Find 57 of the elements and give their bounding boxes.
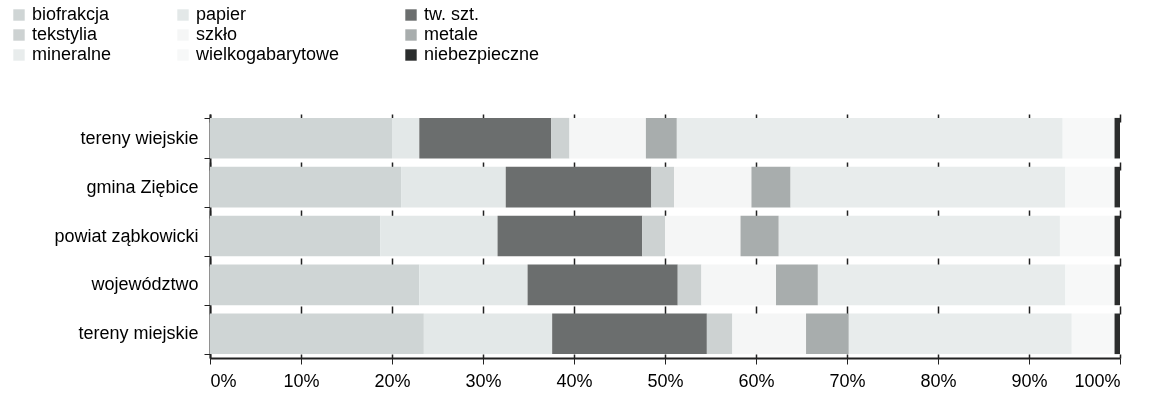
bar (645, 117, 677, 159)
bar (1071, 313, 1115, 355)
bar (401, 166, 506, 208)
bar (419, 117, 552, 159)
x-tick-label: 20% (374, 370, 411, 391)
bar (848, 313, 1072, 355)
bar (674, 166, 752, 208)
bar (527, 264, 678, 306)
bar (497, 215, 643, 257)
x-tick-label: 100% (1074, 370, 1121, 391)
x-tick-label: 0% (210, 370, 237, 391)
x-tick-label: 10% (283, 370, 320, 391)
y-tick-label: województwo (90, 274, 199, 295)
legend-label: tekstylia (32, 24, 99, 44)
bar (210, 166, 402, 208)
bar (210, 313, 424, 355)
y-tick-label: powiat ząbkowicki (54, 225, 199, 246)
bar (552, 313, 707, 355)
bar (210, 215, 381, 257)
bar (677, 264, 702, 306)
bar (732, 313, 807, 355)
bar (740, 215, 779, 257)
legend-label: mineralne (32, 44, 112, 64)
x-tick-label: 60% (738, 370, 775, 391)
bar (423, 313, 553, 355)
bar (706, 313, 733, 355)
y-tick-label: gmina Ziębice (86, 176, 199, 197)
bar (642, 215, 665, 257)
bar (210, 117, 392, 159)
x-tick-label: 50% (647, 370, 684, 391)
x-tick-label: 90% (1011, 370, 1048, 391)
x-tick-label: 80% (920, 370, 957, 391)
bar (505, 166, 652, 208)
bar (651, 166, 675, 208)
legend-label: niebezpieczne (424, 44, 540, 64)
y-tick-label: tereny miejskie (78, 323, 199, 344)
bar (551, 117, 570, 159)
x-tick-label: 70% (829, 370, 866, 391)
bar (751, 166, 791, 208)
bar (392, 117, 420, 159)
bar (569, 117, 646, 159)
y-tick-label: tereny wiejskie (80, 127, 199, 148)
legend-label: metale (424, 24, 479, 44)
bar (419, 264, 528, 306)
x-tick-label: 40% (556, 370, 593, 391)
bar (380, 215, 498, 257)
bar (806, 313, 849, 355)
bar (665, 215, 741, 257)
bar (210, 264, 420, 306)
legend-label: wielkogabarytowe (195, 44, 340, 64)
bar (776, 264, 818, 306)
x-tick-label: 30% (465, 370, 502, 391)
legend-label: biofrakcja (32, 4, 111, 24)
legend-label: szkło (196, 24, 238, 44)
legend-label: papier (196, 4, 247, 24)
bar (701, 264, 777, 306)
legend-label: tw. szt. (424, 4, 480, 24)
